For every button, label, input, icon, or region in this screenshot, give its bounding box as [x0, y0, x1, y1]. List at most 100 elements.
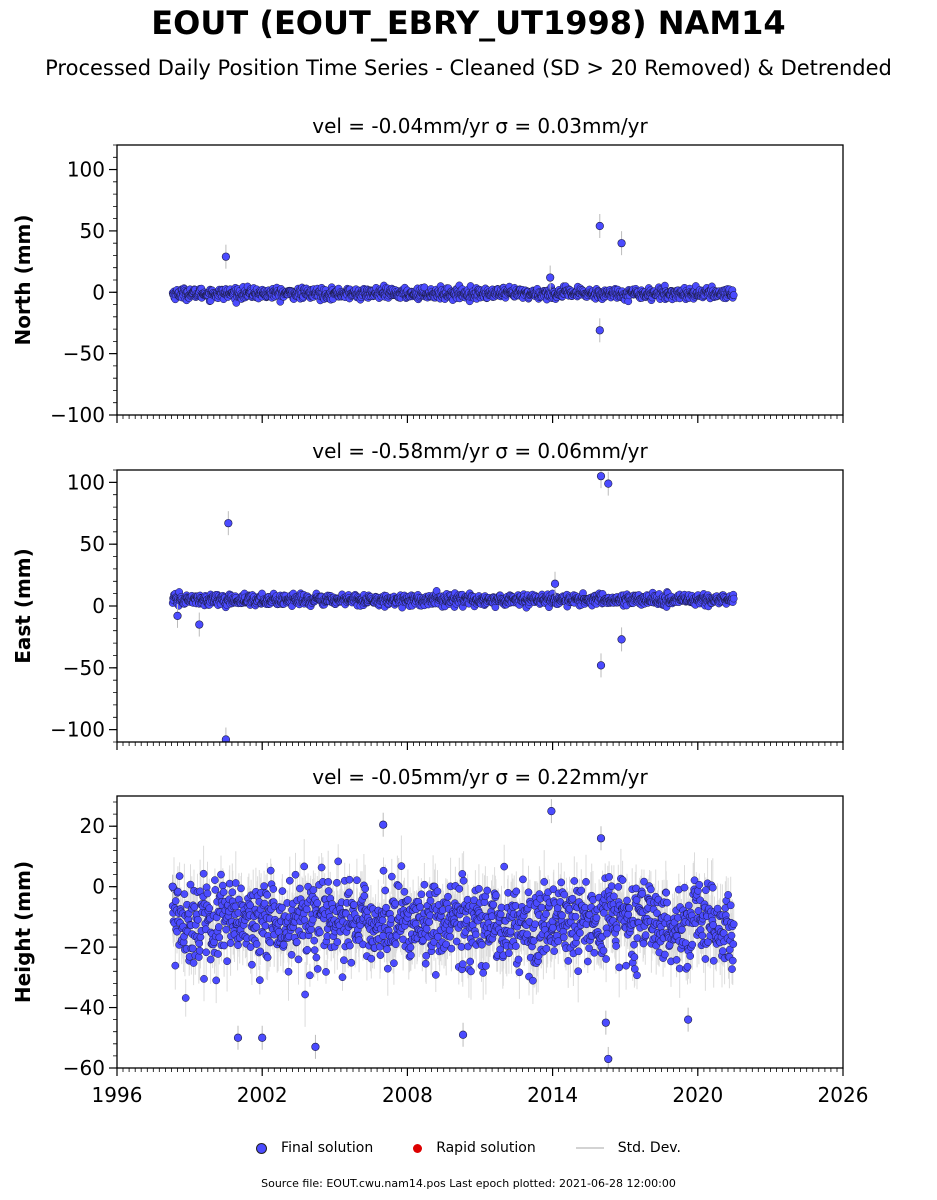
data-point — [639, 939, 648, 948]
data-point — [558, 911, 566, 920]
data-point — [622, 961, 630, 970]
data-point — [433, 887, 442, 896]
data-point — [603, 929, 611, 938]
data-point — [602, 955, 610, 963]
outlier-point — [168, 882, 177, 891]
source-footer: Source file: EOUT.cwu.nam14.pos Last epo… — [261, 1177, 676, 1190]
outlier-point — [379, 820, 388, 829]
data-point — [255, 976, 264, 984]
data-point — [421, 959, 430, 968]
data-point — [256, 947, 265, 956]
data-point — [524, 888, 533, 897]
outlier-point — [617, 239, 626, 248]
data-point — [181, 994, 190, 1002]
data-point — [610, 892, 618, 901]
data-point — [296, 884, 304, 893]
y-tick-label: −50 — [63, 342, 105, 366]
y-axis-label: Height (mm) — [11, 861, 35, 1003]
time-series-plots: −100 −50 0 50 100 North (mm) vel = -0.04mm/yr … — [11, 114, 868, 1107]
data-point — [338, 973, 347, 982]
data-point — [482, 962, 490, 970]
data-point — [496, 910, 505, 919]
data-point — [211, 876, 219, 884]
data-point — [234, 941, 242, 950]
data-point — [190, 903, 199, 911]
data-point — [333, 878, 341, 887]
data-point — [391, 940, 400, 949]
data-point — [434, 933, 442, 941]
data-point — [612, 942, 620, 950]
data-point — [683, 962, 692, 971]
data-point — [171, 961, 180, 970]
data-point — [361, 884, 370, 893]
data-point — [324, 878, 333, 886]
data-point — [279, 940, 288, 949]
data-point — [506, 927, 515, 936]
data-point — [263, 953, 272, 962]
outlier-point — [595, 221, 604, 231]
data-point — [708, 883, 717, 892]
y-tick-label: −50 — [63, 656, 105, 680]
data-point — [564, 957, 573, 965]
legend-std-marker — [575, 1147, 604, 1149]
y-tick-label: 100 — [67, 158, 105, 182]
data-point — [246, 943, 255, 951]
data-point — [512, 942, 520, 950]
data-point — [383, 964, 392, 973]
data-point — [345, 888, 353, 897]
data-point — [695, 880, 704, 889]
data-point — [529, 936, 538, 945]
data-point — [529, 976, 537, 985]
legend-final-marker — [256, 1142, 268, 1154]
data-point — [252, 922, 261, 931]
data-point — [269, 885, 278, 893]
data-point — [347, 958, 356, 967]
data-point — [729, 920, 738, 929]
data-point — [583, 957, 592, 966]
data-point — [554, 937, 563, 946]
data-point — [263, 891, 272, 899]
data-point — [458, 960, 467, 968]
data-point — [475, 884, 483, 893]
data-point — [322, 968, 330, 976]
outlier-point — [547, 807, 556, 816]
data-point — [309, 915, 317, 924]
data-point — [568, 894, 577, 903]
data-point — [188, 944, 197, 953]
data-point — [175, 872, 184, 880]
data-point — [291, 870, 300, 879]
data-point — [661, 950, 669, 959]
data-point — [266, 938, 275, 947]
data-point — [574, 947, 583, 956]
x-tick-label: 2008 — [382, 1083, 433, 1107]
data-point — [582, 878, 590, 886]
data-point — [313, 899, 322, 907]
data-point — [226, 939, 235, 947]
data-point — [701, 886, 710, 895]
data-point — [678, 925, 686, 934]
data-point — [202, 948, 211, 957]
data-point — [379, 866, 388, 875]
outlier-point — [173, 611, 182, 620]
legend-rapid: Rapid solution — [413, 1140, 536, 1156]
y-axis-label: East (mm) — [11, 548, 35, 664]
data-point — [382, 903, 390, 912]
data-point — [600, 909, 608, 917]
data-point — [446, 932, 454, 941]
data-point — [390, 959, 398, 968]
data-point — [574, 967, 583, 976]
data-point — [205, 904, 214, 913]
data-point — [542, 944, 551, 953]
data-point — [632, 896, 641, 904]
data-point — [407, 951, 415, 960]
outlier-point — [221, 735, 230, 742]
data-point — [496, 945, 505, 954]
data-point — [519, 875, 527, 884]
data-point — [278, 887, 287, 895]
data-point — [633, 971, 641, 980]
data-point — [219, 888, 228, 896]
data-point — [698, 931, 707, 940]
data-point — [728, 956, 737, 965]
data-point — [223, 957, 231, 966]
outlier-point — [195, 620, 204, 629]
